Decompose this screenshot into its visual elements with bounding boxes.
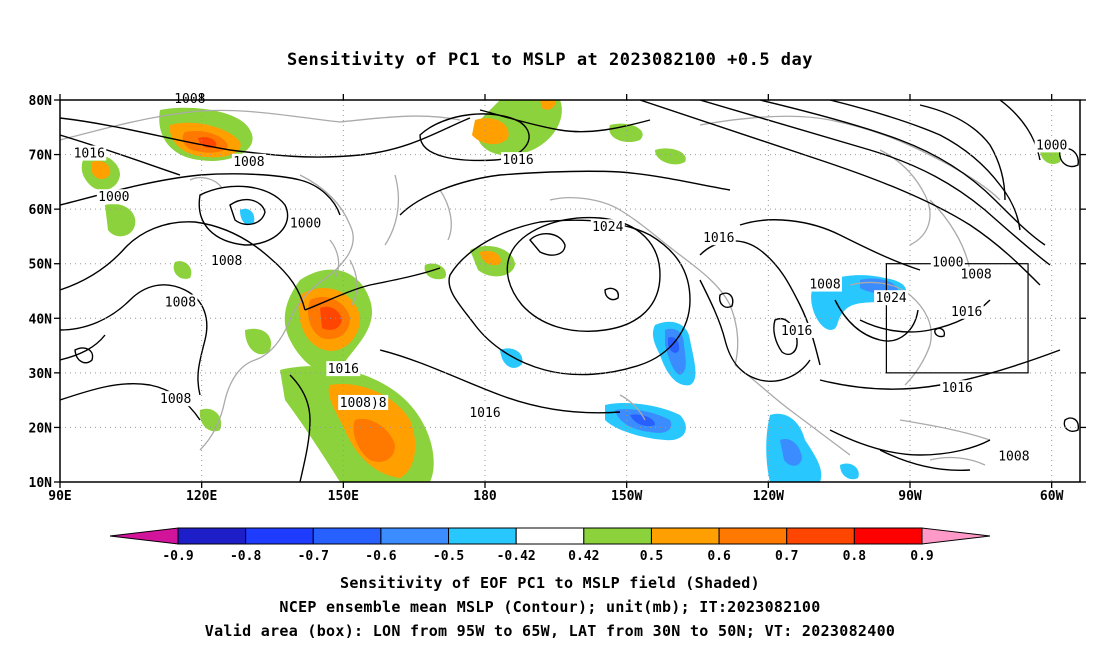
contour-label-bg — [338, 394, 389, 410]
contour-label: 1008 — [233, 155, 264, 170]
contour-label-bg — [779, 322, 814, 338]
colorbar-label: 0.6 — [707, 549, 731, 564]
colorbar-label: 0.42 — [568, 549, 599, 564]
lon-label: 150E — [328, 489, 359, 504]
colorbar-label: -0.8 — [230, 549, 261, 564]
contour-label: 1008 — [165, 296, 196, 311]
contour-label: 1016 — [74, 147, 105, 162]
lat-label: 30N — [29, 367, 53, 382]
contour-label: 1008 — [960, 268, 991, 283]
contour-label-bg — [930, 254, 965, 270]
lat-label: 40N — [29, 312, 53, 327]
contour-label: 1016 — [328, 362, 359, 377]
contour-label-bg — [209, 253, 244, 269]
contour-label: 1016 — [469, 406, 500, 421]
contour-label-bg — [172, 91, 207, 106]
longitude-labels: 90E 120E 150E 180 150W 120W 90W 60W — [48, 489, 1063, 504]
caption-line-1: Sensitivity of EOF PC1 to MSLP field (Sh… — [340, 574, 760, 592]
colorbar-swatch — [380, 527, 450, 545]
contour-label-bg — [158, 391, 193, 407]
colorbar-label: -0.6 — [365, 549, 396, 564]
contour-label: 1016 — [781, 324, 812, 339]
contour-label: 1016 — [703, 231, 734, 246]
latitude-labels: 80N 70N 60N 50N 40N 30N 20N 10N — [29, 94, 53, 491]
colorbar — [109, 527, 991, 545]
colorbar-label: -0.9 — [162, 549, 193, 564]
contour-label-bg — [231, 153, 266, 169]
lon-label: 150W — [611, 489, 642, 504]
contour-label: 1008 — [809, 278, 840, 293]
contour-label-bg — [996, 448, 1031, 464]
contour-label-bg — [96, 189, 131, 205]
colorbar-label: 0.9 — [910, 549, 933, 564]
colorbar-high-extend — [921, 527, 991, 545]
contour-label-bg — [326, 361, 361, 377]
colorbar-swatch — [786, 527, 855, 545]
contour-label-bg — [808, 276, 842, 292]
contour-label-bg — [874, 290, 909, 306]
contour-label-bg — [468, 404, 502, 420]
lat-label: 60N — [29, 203, 53, 218]
contour-label: 1008 — [160, 392, 191, 407]
contour-label-bg — [72, 145, 107, 161]
contour-label: 1024 — [592, 220, 623, 235]
contour-label: 1000 — [290, 216, 321, 231]
contour-label: 1008 — [998, 449, 1029, 464]
contour-label: 1000 — [932, 256, 963, 271]
contour-label: 1016 — [942, 381, 973, 396]
colorbar-swatch — [177, 527, 247, 545]
contour-label: 1008 — [211, 254, 242, 269]
lon-label: 120E — [186, 489, 217, 504]
contour-label: 1000 — [98, 190, 129, 205]
axis-ticks — [54, 94, 1086, 488]
contour-label: 1000 — [1036, 138, 1067, 153]
colorbar-label: 0.7 — [775, 549, 798, 564]
map-frame — [59, 99, 1081, 483]
lon-label: 120W — [753, 489, 784, 504]
colorbar-swatch — [515, 527, 585, 545]
lat-label: 70N — [29, 149, 53, 164]
colorbar-swatch — [583, 527, 652, 545]
lat-label: 80N — [29, 94, 53, 109]
colorbar-swatch — [853, 527, 923, 545]
contour-label-bg — [701, 230, 736, 246]
colorbar-label: -0.7 — [298, 549, 329, 564]
colorbar-swatch — [448, 527, 517, 545]
caption-line-2: NCEP ensemble mean MSLP (Contour); unit(… — [279, 598, 821, 616]
colorbar-label: -0.42 — [497, 549, 536, 564]
lon-label: 180 — [473, 489, 497, 504]
contour-label-bg — [1034, 137, 1069, 153]
contour-label: 1008)8 — [340, 396, 387, 411]
lat-label: 10N — [29, 476, 53, 491]
caption-line-3: Valid area (box): LON from 95W to 65W, L… — [204, 622, 896, 640]
contour-label-bg — [959, 266, 994, 282]
contour-label-bg — [288, 215, 323, 231]
contour-label-bg — [501, 152, 536, 168]
contour-label-bg — [590, 219, 625, 235]
colorbar-swatch — [312, 527, 382, 545]
colorbar-swatch — [245, 527, 314, 545]
lon-label: 90E — [48, 489, 71, 504]
colorbar-swatch — [650, 527, 720, 545]
colorbar-label: -0.5 — [433, 549, 464, 564]
contour-label-bg — [163, 294, 198, 310]
map-title: Sensitivity of PC1 to MSLP at 2023082100… — [286, 50, 813, 70]
lon-label: 90W — [898, 489, 922, 504]
lon-label: 60W — [1040, 489, 1064, 504]
lat-label: 20N — [29, 421, 53, 436]
lat-label: 50N — [29, 258, 53, 273]
contour-label: 1016 — [502, 153, 533, 168]
colorbar-label: 0.8 — [843, 549, 867, 564]
contour-label-bg — [940, 380, 975, 396]
contour-label: 1024 — [875, 291, 906, 306]
sensitivity-shading — [81, 100, 1061, 482]
colorbar-swatch — [718, 527, 788, 545]
colorbar-label: 0.5 — [640, 549, 663, 564]
contour-label-bg — [949, 303, 984, 319]
colorbar-labels: -0.9 -0.8 -0.7 -0.6 -0.5 -0.42 0.42 0.5 0.6 0.7 0.… — [162, 549, 933, 564]
contour-label: 1016 — [951, 305, 982, 320]
colorbar-low-extend — [109, 527, 179, 545]
